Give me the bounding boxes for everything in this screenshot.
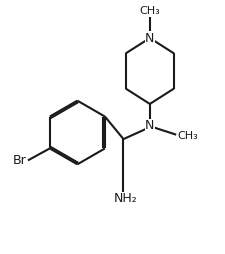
Text: NH₂: NH₂	[114, 192, 137, 205]
Text: N: N	[145, 119, 155, 132]
Text: Br: Br	[12, 154, 26, 167]
Text: N: N	[145, 31, 155, 44]
Text: CH₃: CH₃	[177, 131, 198, 141]
Text: CH₃: CH₃	[140, 6, 160, 16]
